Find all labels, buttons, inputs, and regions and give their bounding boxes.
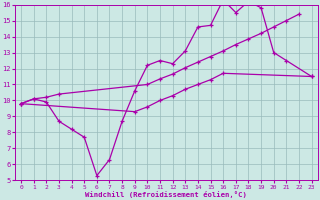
- X-axis label: Windchill (Refroidissement éolien,°C): Windchill (Refroidissement éolien,°C): [85, 191, 247, 198]
